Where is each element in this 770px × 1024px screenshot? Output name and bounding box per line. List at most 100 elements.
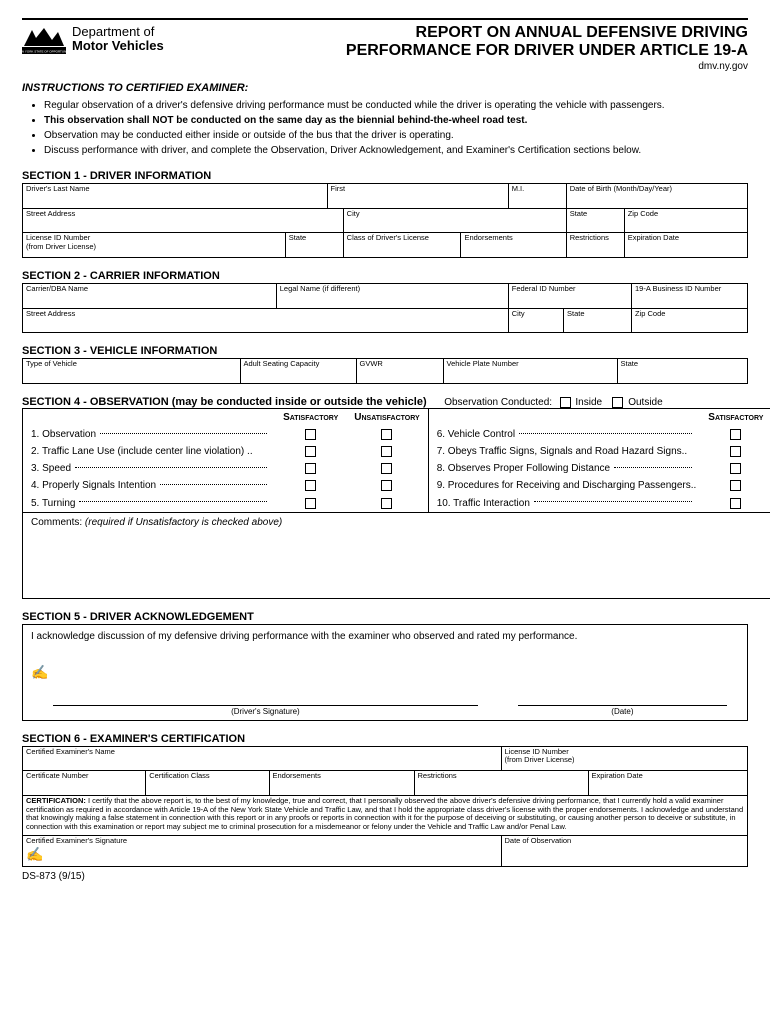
field-dob[interactable]: Date of Birth (Month/Day/Year) [566, 184, 747, 209]
checkbox-sat-3[interactable] [305, 463, 316, 474]
field-street-address[interactable]: Street Address [23, 208, 344, 233]
instruction-item: This observation shall NOT be conducted … [44, 113, 748, 128]
acknowledgement-text: I acknowledge discussion of my defensive… [31, 631, 739, 642]
section1-table: Driver's Last Name First M.I. Date of Bi… [22, 183, 748, 258]
instructions-heading: INSTRUCTIONS TO CERTIFIED EXAMINER: [22, 82, 748, 94]
field-plate-number[interactable]: Vehicle Plate Number [443, 359, 617, 384]
field-license-class[interactable]: Class of Driver's License [343, 233, 461, 258]
field-zip[interactable]: Zip Code [624, 208, 747, 233]
field-carrier-address[interactable]: Street Address [23, 308, 509, 333]
instruction-item: Regular observation of a driver's defens… [44, 98, 748, 113]
form-title-2: PERFORMANCE FOR DRIVER UNDER ARTICLE 19-… [346, 42, 748, 60]
field-vehicle-state[interactable]: State [617, 359, 748, 384]
signature-icon: ✍ [26, 846, 43, 862]
col-unsatisfactory: Unsatisfactory [346, 409, 427, 426]
form-url: dmv.ny.gov [346, 61, 748, 72]
field-restrictions[interactable]: Restrictions [566, 233, 624, 258]
field-mi[interactable]: M.I. [508, 184, 566, 209]
obs-item-1: 1. Observation [31, 429, 271, 440]
obs-item-7: 7. Obeys Traffic Signs, Signals and Road… [437, 446, 697, 457]
field-carrier-city[interactable]: City [508, 308, 563, 333]
field-carrier-name[interactable]: Carrier/DBA Name [23, 284, 277, 309]
checkbox-sat-1[interactable] [305, 429, 316, 440]
instruction-item: Discuss performance with driver, and com… [44, 143, 748, 158]
checkbox-sat-9[interactable] [730, 480, 741, 491]
col-satisfactory-r: Satisfactory [700, 409, 770, 426]
field-cert-number[interactable]: Certificate Number [23, 771, 146, 796]
field-carrier-state[interactable]: State [564, 308, 632, 333]
field-seating-capacity[interactable]: Adult Seating Capacity [240, 359, 356, 384]
field-business-id[interactable]: 19-A Business ID Number [631, 284, 747, 309]
instruction-item: Observation may be conducted either insi… [44, 128, 748, 143]
obs-item-8: 8. Observes Proper Following Distance [437, 463, 697, 474]
checkbox-outside[interactable] [612, 397, 623, 408]
obs-item-9: 9. Procedures for Receiving and Discharg… [437, 480, 697, 491]
field-observation-date[interactable]: Date of Observation [501, 836, 748, 867]
field-vehicle-type[interactable]: Type of Vehicle [23, 359, 241, 384]
section2-table: Carrier/DBA Name Legal Name (if differen… [22, 283, 748, 333]
obs-item-6: 6. Vehicle Control [437, 429, 697, 440]
checkbox-unsat-5[interactable] [381, 498, 392, 509]
field-examiner-license[interactable]: License ID Number(from Driver License) [501, 746, 748, 771]
field-examiner-restrictions[interactable]: Restrictions [414, 771, 588, 796]
section4-title: SECTION 4 - OBSERVATION (may be conducte… [22, 396, 427, 408]
field-license-id[interactable]: License ID Number(from Driver License) [23, 233, 286, 258]
field-legal-name[interactable]: Legal Name (if different) [276, 284, 508, 309]
section6-table: Certified Examiner's Name License ID Num… [22, 746, 748, 867]
certification-text: CERTIFICATION: I certify that the above … [23, 795, 748, 836]
field-examiner-signature[interactable]: Certified Examiner's Signature✍ [23, 836, 502, 867]
checkbox-sat-2[interactable] [305, 446, 316, 457]
section1-title: SECTION 1 - DRIVER INFORMATION [22, 170, 748, 182]
ny-state-logo: NEW YORK STATE OF OPPORTUNITY [22, 24, 66, 54]
obs-item-3: 3. Speed [31, 463, 271, 474]
instructions-list: Regular observation of a driver's defens… [22, 98, 748, 158]
checkbox-sat-7[interactable] [730, 446, 741, 457]
section3-table: Type of Vehicle Adult Seating Capacity G… [22, 358, 748, 384]
checkbox-sat-5[interactable] [305, 498, 316, 509]
checkbox-sat-10[interactable] [730, 498, 741, 509]
date-line[interactable]: (Date) [518, 705, 727, 716]
field-first-name[interactable]: First [327, 184, 508, 209]
checkbox-unsat-4[interactable] [381, 480, 392, 491]
checkbox-sat-4[interactable] [305, 480, 316, 491]
checkbox-unsat-2[interactable] [381, 446, 392, 457]
obs-item-10: 10. Traffic Interaction [437, 498, 697, 509]
field-license-state[interactable]: State [285, 233, 343, 258]
checkbox-unsat-3[interactable] [381, 463, 392, 474]
field-endorsements[interactable]: Endorsements [461, 233, 566, 258]
header: NEW YORK STATE OF OPPORTUNITY Department… [22, 24, 748, 72]
svg-text:NEW YORK STATE OF OPPORTUNITY: NEW YORK STATE OF OPPORTUNITY [22, 50, 66, 54]
field-cert-class[interactable]: Certification Class [146, 771, 269, 796]
section3-title: SECTION 3 - VEHICLE INFORMATION [22, 345, 748, 357]
field-carrier-zip[interactable]: Zip Code [631, 308, 747, 333]
section5-title: SECTION 5 - DRIVER ACKNOWLEDGEMENT [22, 611, 748, 623]
driver-signature-line[interactable]: (Driver's Signature) [53, 705, 478, 716]
section2-title: SECTION 2 - CARRIER INFORMATION [22, 270, 748, 282]
comments-field[interactable]: Comments: (required if Unsatisfactory is… [23, 512, 770, 598]
form-number: DS-873 (9/15) [22, 871, 748, 882]
col-satisfactory: Satisfactory [275, 409, 346, 426]
checkbox-sat-6[interactable] [730, 429, 741, 440]
section4-table: SatisfactoryUnsatisfactory 1. Observatio… [22, 408, 770, 599]
field-city[interactable]: City [343, 208, 566, 233]
field-state[interactable]: State [566, 208, 624, 233]
checkbox-unsat-1[interactable] [381, 429, 392, 440]
obs-item-4: 4. Properly Signals Intention [31, 480, 271, 491]
checkbox-sat-8[interactable] [730, 463, 741, 474]
department-text: Department of Motor Vehicles [72, 25, 164, 52]
dept-line-1: Department of [72, 25, 164, 39]
logo-block: NEW YORK STATE OF OPPORTUNITY Department… [22, 24, 164, 54]
field-examiner-expiration[interactable]: Expiration Date [588, 771, 748, 796]
field-examiner-endorsements[interactable]: Endorsements [269, 771, 414, 796]
field-gvwr[interactable]: GVWR [356, 359, 443, 384]
signature-icon: ✍ [31, 664, 48, 680]
field-examiner-name[interactable]: Certified Examiner's Name [23, 746, 502, 771]
field-expiration[interactable]: Expiration Date [624, 233, 747, 258]
checkbox-inside[interactable] [560, 397, 571, 408]
obs-item-5: 5. Turning [31, 498, 271, 509]
field-last-name[interactable]: Driver's Last Name [23, 184, 328, 209]
title-block: REPORT ON ANNUAL DEFENSIVE DRIVING PERFO… [346, 24, 748, 72]
field-federal-id[interactable]: Federal ID Number [508, 284, 631, 309]
obs-item-2: 2. Traffic Lane Use (include center line… [31, 446, 271, 457]
form-title-1: REPORT ON ANNUAL DEFENSIVE DRIVING [346, 24, 748, 42]
